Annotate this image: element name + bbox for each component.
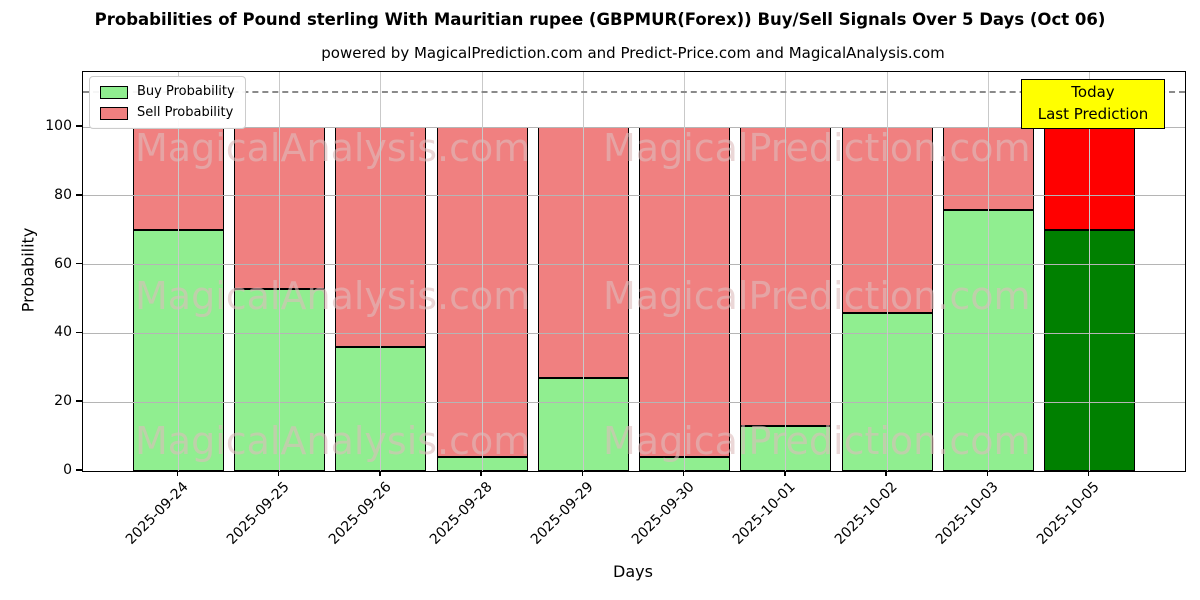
x-tick-mark <box>176 471 179 476</box>
x-tick-label: 2025-10-03 <box>932 479 1002 548</box>
y-tick-label: 20 <box>54 393 72 410</box>
horizontal-gridline <box>83 195 1185 197</box>
x-tick-label: 2025-09-26 <box>325 479 395 548</box>
x-tick-mark <box>379 471 381 476</box>
y-tick-label: 60 <box>54 255 72 272</box>
x-tick-label: 2025-10-01 <box>730 479 800 548</box>
legend-label-buy: Buy Probability <box>137 84 235 99</box>
legend: Buy Probability Sell Probability <box>89 76 246 129</box>
x-tick-mark <box>885 471 887 476</box>
vertical-gridline <box>1089 72 1090 471</box>
x-tick-mark <box>784 471 786 476</box>
x-tick-mark <box>1087 471 1090 476</box>
vertical-gridline <box>886 72 888 471</box>
watermark-text: MagicalAnalysis.com <box>135 126 531 170</box>
x-tick-label: 2025-09-24 <box>122 479 192 548</box>
y-tick-mark <box>76 125 82 127</box>
legend-label-sell: Sell Probability <box>137 105 234 120</box>
x-tick-label: 2025-10-02 <box>831 479 901 548</box>
vertical-gridline <box>785 72 787 471</box>
plot-area: Buy Probability Sell Probability Today L… <box>82 71 1186 472</box>
vertical-gridline <box>684 72 686 471</box>
watermark-text: MagicalPrediction.com <box>603 274 1031 318</box>
x-tick-mark <box>986 471 989 476</box>
vertical-gridline <box>481 72 483 471</box>
horizontal-gridline <box>83 401 1185 403</box>
sell-color-swatch <box>100 106 128 120</box>
horizontal-gridline <box>83 332 1185 334</box>
x-tick-mark <box>581 471 584 476</box>
y-tick-label: 80 <box>54 186 72 203</box>
threshold-dashed-line <box>83 90 1185 93</box>
vertical-gridline <box>380 72 382 471</box>
chart-title: Probabilities of Pound sterling With Mau… <box>94 10 1106 29</box>
x-axis-label: Days <box>613 562 653 581</box>
horizontal-gridline <box>83 264 1185 266</box>
y-tick-mark <box>76 400 82 402</box>
horizontal-gridline <box>83 126 1185 128</box>
x-tick-label: 2025-10-05 <box>1033 479 1103 548</box>
x-tick-label: 2025-09-29 <box>527 479 597 548</box>
y-tick-mark <box>76 194 82 196</box>
x-tick-label: 2025-09-30 <box>629 479 698 548</box>
x-tick-label: 2025-09-25 <box>224 479 294 548</box>
vertical-gridline <box>987 72 989 471</box>
y-tick-mark <box>76 331 82 334</box>
legend-item-sell: Sell Probability <box>100 106 235 120</box>
chart-subtitle: powered by MagicalPrediction.com and Pre… <box>321 44 945 62</box>
watermark-text: MagicalPrediction.com <box>603 419 1031 463</box>
y-tick-mark <box>76 469 82 471</box>
x-tick-mark <box>480 471 482 476</box>
watermark-text: MagicalAnalysis.com <box>135 419 531 463</box>
vertical-gridline <box>178 72 179 471</box>
vertical-gridline <box>279 72 281 471</box>
watermark-text: MagicalAnalysis.com <box>135 274 531 318</box>
annotation-line-1: Today <box>1071 83 1115 101</box>
today-annotation-box: Today Last Prediction <box>1021 79 1165 129</box>
vertical-gridline <box>582 72 584 471</box>
y-tick-label: 40 <box>54 324 72 341</box>
watermark-text: MagicalPrediction.com <box>603 126 1031 170</box>
x-tick-label: 2025-09-28 <box>426 479 496 548</box>
y-tick-mark <box>76 262 82 265</box>
x-tick-mark <box>277 471 280 476</box>
buy-color-swatch <box>100 85 128 99</box>
annotation-line-2: Last Prediction <box>1037 104 1149 123</box>
legend-item-buy: Buy Probability <box>100 85 235 99</box>
y-tick-label: 0 <box>63 462 72 478</box>
x-tick-mark <box>682 471 685 476</box>
y-tick-label: 100 <box>45 118 72 135</box>
